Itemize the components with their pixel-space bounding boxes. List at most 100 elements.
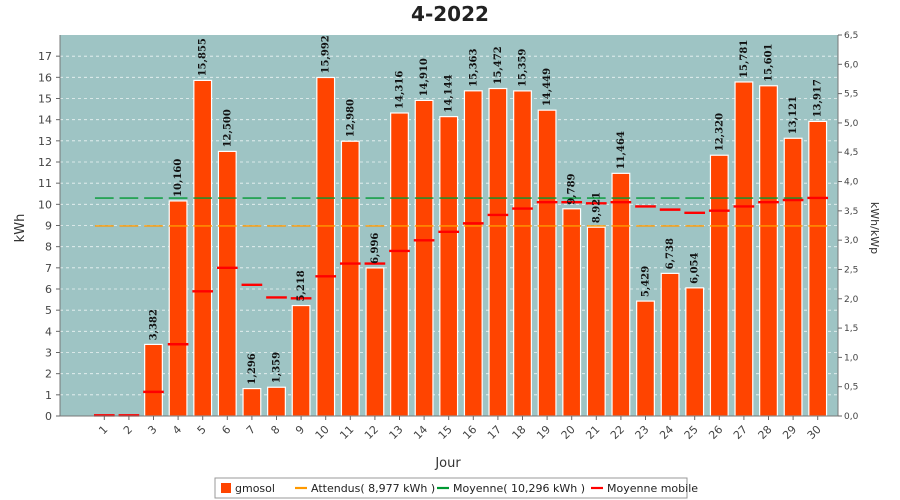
y-right-tick-label: 5,5 [844,90,858,100]
bar-value-label: 14,316 [395,71,406,109]
legend-box [214,477,688,499]
bar-value-label: 15,363 [468,49,479,87]
y-tick-label: 1 [45,389,52,402]
bar-value-label: 12,320 [714,113,725,151]
x-tick-label: 14 [411,423,430,442]
x-tick-label: 27 [731,423,750,442]
bar [267,386,286,417]
moving-average-markers [93,196,829,417]
bar-value-label: 14,144 [444,74,455,112]
bar-value-label: 8,921 [591,192,602,223]
x-tick-label: 9 [293,423,307,437]
legend-label: Moyenne( 10,296 kWh ) [453,482,585,495]
bar [636,300,655,417]
bar-value-label: 1,359 [272,352,283,383]
x-tick-label: 22 [608,423,627,442]
bar [340,140,360,417]
y-tick-label: 11 [38,177,52,190]
bar [144,343,163,417]
bar [513,90,532,417]
x-tick-label: 17 [485,423,504,442]
bar-value-label: 15,992 [321,35,332,73]
y-tick-label: 17 [38,50,52,63]
bar-value-label: 5,218 [296,270,307,301]
legend-label: Attendus( 8,977 kWh ) [311,482,435,495]
x-tick-label: 13 [387,423,406,442]
x-tick-label: 24 [657,423,676,442]
y-tick-label: 9 [45,220,52,233]
y-right-tick-label: 6,0 [844,60,859,70]
y-tick-label: 3 [45,347,52,360]
y-tick-label: 14 [38,114,52,127]
x-tick-label: 29 [780,423,799,442]
x-tick-label: 21 [583,423,602,442]
y-tick-label: 2 [45,368,52,381]
bar-value-label: 11,464 [616,131,627,169]
y-right-tick-label: 4,0 [844,178,859,188]
x-axis-label: Jour [434,456,461,471]
x-tick-label: 16 [460,423,479,442]
legend-swatch [221,483,231,493]
bar [537,109,557,417]
y-right-tick-label: 1,0 [844,353,859,363]
legend: gmosol Attendus( 8,977 kWh ) Moyenne( 10,2… [214,477,698,499]
y-axis-label-right: kWh/kWp [868,202,881,254]
x-tick-label: 25 [682,423,701,442]
y-right-tick-label: 2,0 [844,295,859,305]
bar-value-label: 15,359 [518,49,529,87]
y-right-tick-label: 3,0 [844,236,859,246]
bar [414,99,434,417]
bar-value-label: 12,500 [222,109,233,147]
bar [365,267,385,417]
bar-value-label: 12,980 [345,99,356,137]
x-tick-label: 20 [559,423,578,442]
bars [94,76,828,417]
bar-value-label: 15,601 [764,43,775,81]
bar-value-label: 14,449 [542,68,553,106]
x-tick-label: 11 [337,423,356,442]
x-tick-label: 28 [756,423,775,442]
bar [390,112,409,417]
x-tick-label: 3 [145,423,159,437]
x-tick-label: 8 [268,423,282,437]
y-right-tick-label: 1,5 [844,324,858,334]
y-tick-label: 8 [45,241,52,254]
y-right-tick-label: 5,0 [844,119,859,129]
y-right-tick-label: 0,5 [844,383,858,393]
x-tick-label: 1 [96,423,110,437]
y-tick-label: 16 [38,71,52,84]
x-tick-label: 4 [170,423,184,437]
y-ticks-right: 0,0 0,5 1,0 1,5 2,0 2,5 3,0 3,5 4,0 4,5 5,0 5,5 6,0 6… [838,31,859,422]
y-tick-label: 12 [38,156,52,169]
bar [242,387,262,417]
y-axis-label: kWh [13,214,28,243]
x-tick-label: 18 [510,423,529,442]
x-tick-label: 12 [362,423,381,442]
x-tick-label: 7 [244,423,258,437]
bar-value-label: 3,382 [149,309,160,340]
bar-value-label: 6,054 [690,253,701,284]
x-tick-label: 6 [219,423,233,437]
bar-value-label: 15,855 [198,38,209,76]
bar [759,85,778,417]
bar [316,76,336,417]
bar-value-label: 15,781 [739,40,750,78]
value-labels: 3,382 10,160 15,855 12,500 1,296 1,359 5,218 15… [149,35,824,384]
bar-value-label: 10,160 [173,159,184,197]
y-right-tick-label: 0,0 [844,412,859,422]
bar-value-label: 13,917 [813,79,824,117]
bar-value-label: 14,910 [419,58,430,96]
bar [562,208,582,417]
bar [463,90,483,417]
bar [291,304,311,417]
x-tick-label: 15 [436,423,455,442]
x-tick-label: 26 [706,423,725,442]
bar-value-label: 1,296 [247,353,258,384]
bar-value-label: 5,429 [641,266,652,297]
bar-value-label: 13,121 [788,96,799,134]
bar [611,172,631,417]
y-right-tick-label: 3,5 [844,207,858,217]
x-tick-label: 10 [313,423,332,442]
